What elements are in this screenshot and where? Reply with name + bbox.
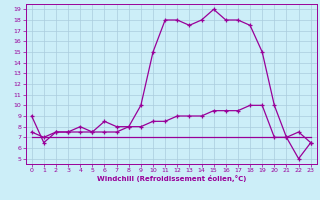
X-axis label: Windchill (Refroidissement éolien,°C): Windchill (Refroidissement éolien,°C) bbox=[97, 175, 246, 182]
